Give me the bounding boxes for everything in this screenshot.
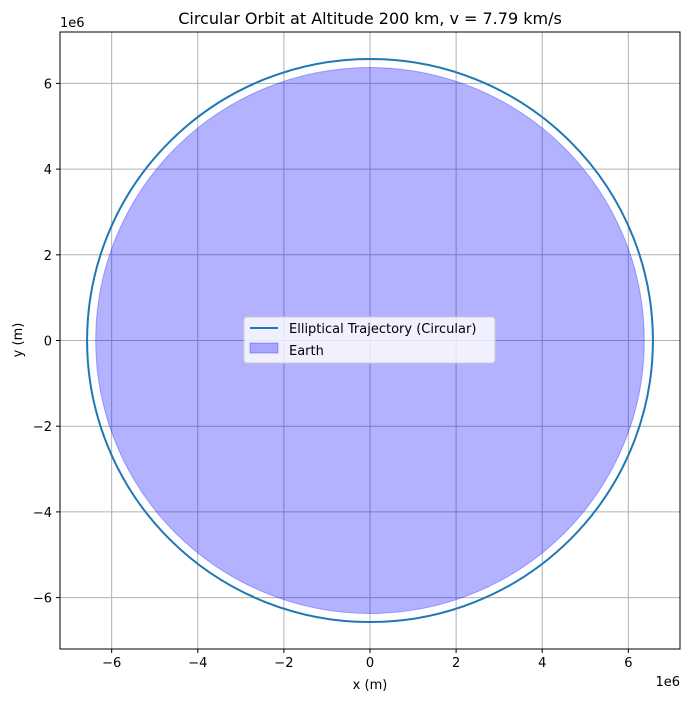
x-tick-label: 4 (538, 656, 546, 671)
legend-swatch-earth (249, 342, 279, 354)
x-tick-label: −6 (102, 656, 121, 671)
x-tick-label: 2 (452, 656, 460, 671)
y-tick-label: 0 (44, 335, 52, 350)
y-axis-offset-label: 1e6 (60, 16, 85, 31)
legend: Elliptical Trajectory (Circular) Earth (243, 316, 496, 364)
y-tick-label: −2 (33, 420, 52, 435)
x-tick-label: −4 (188, 656, 207, 671)
y-tick-label: 4 (44, 163, 52, 178)
x-axis-title: x (m) (353, 678, 388, 693)
x-tick-label: 6 (624, 656, 632, 671)
legend-label-earth: Earth (289, 344, 324, 359)
y-axis-title: y (m) (11, 323, 26, 358)
chart-title: Circular Orbit at Altitude 200 km, v = 7… (178, 9, 562, 28)
y-tick-label: −4 (33, 506, 52, 521)
y-tick-label: 6 (44, 77, 52, 92)
orbit-trajectory-line (86, 57, 654, 624)
axis-ticks: −6 −4 −2 0 2 4 6 −6 −4 −2 0 2 4 6 (33, 77, 633, 671)
legend-box (243, 316, 496, 364)
x-tick-label: −2 (274, 656, 293, 671)
y-tick-label: −6 (33, 592, 52, 607)
x-axis-offset-label: 1e6 (655, 675, 680, 690)
x-tick-label: 0 (366, 656, 374, 671)
y-tick-label: 2 (44, 249, 52, 264)
legend-label-trajectory: Elliptical Trajectory (Circular) (289, 322, 476, 337)
